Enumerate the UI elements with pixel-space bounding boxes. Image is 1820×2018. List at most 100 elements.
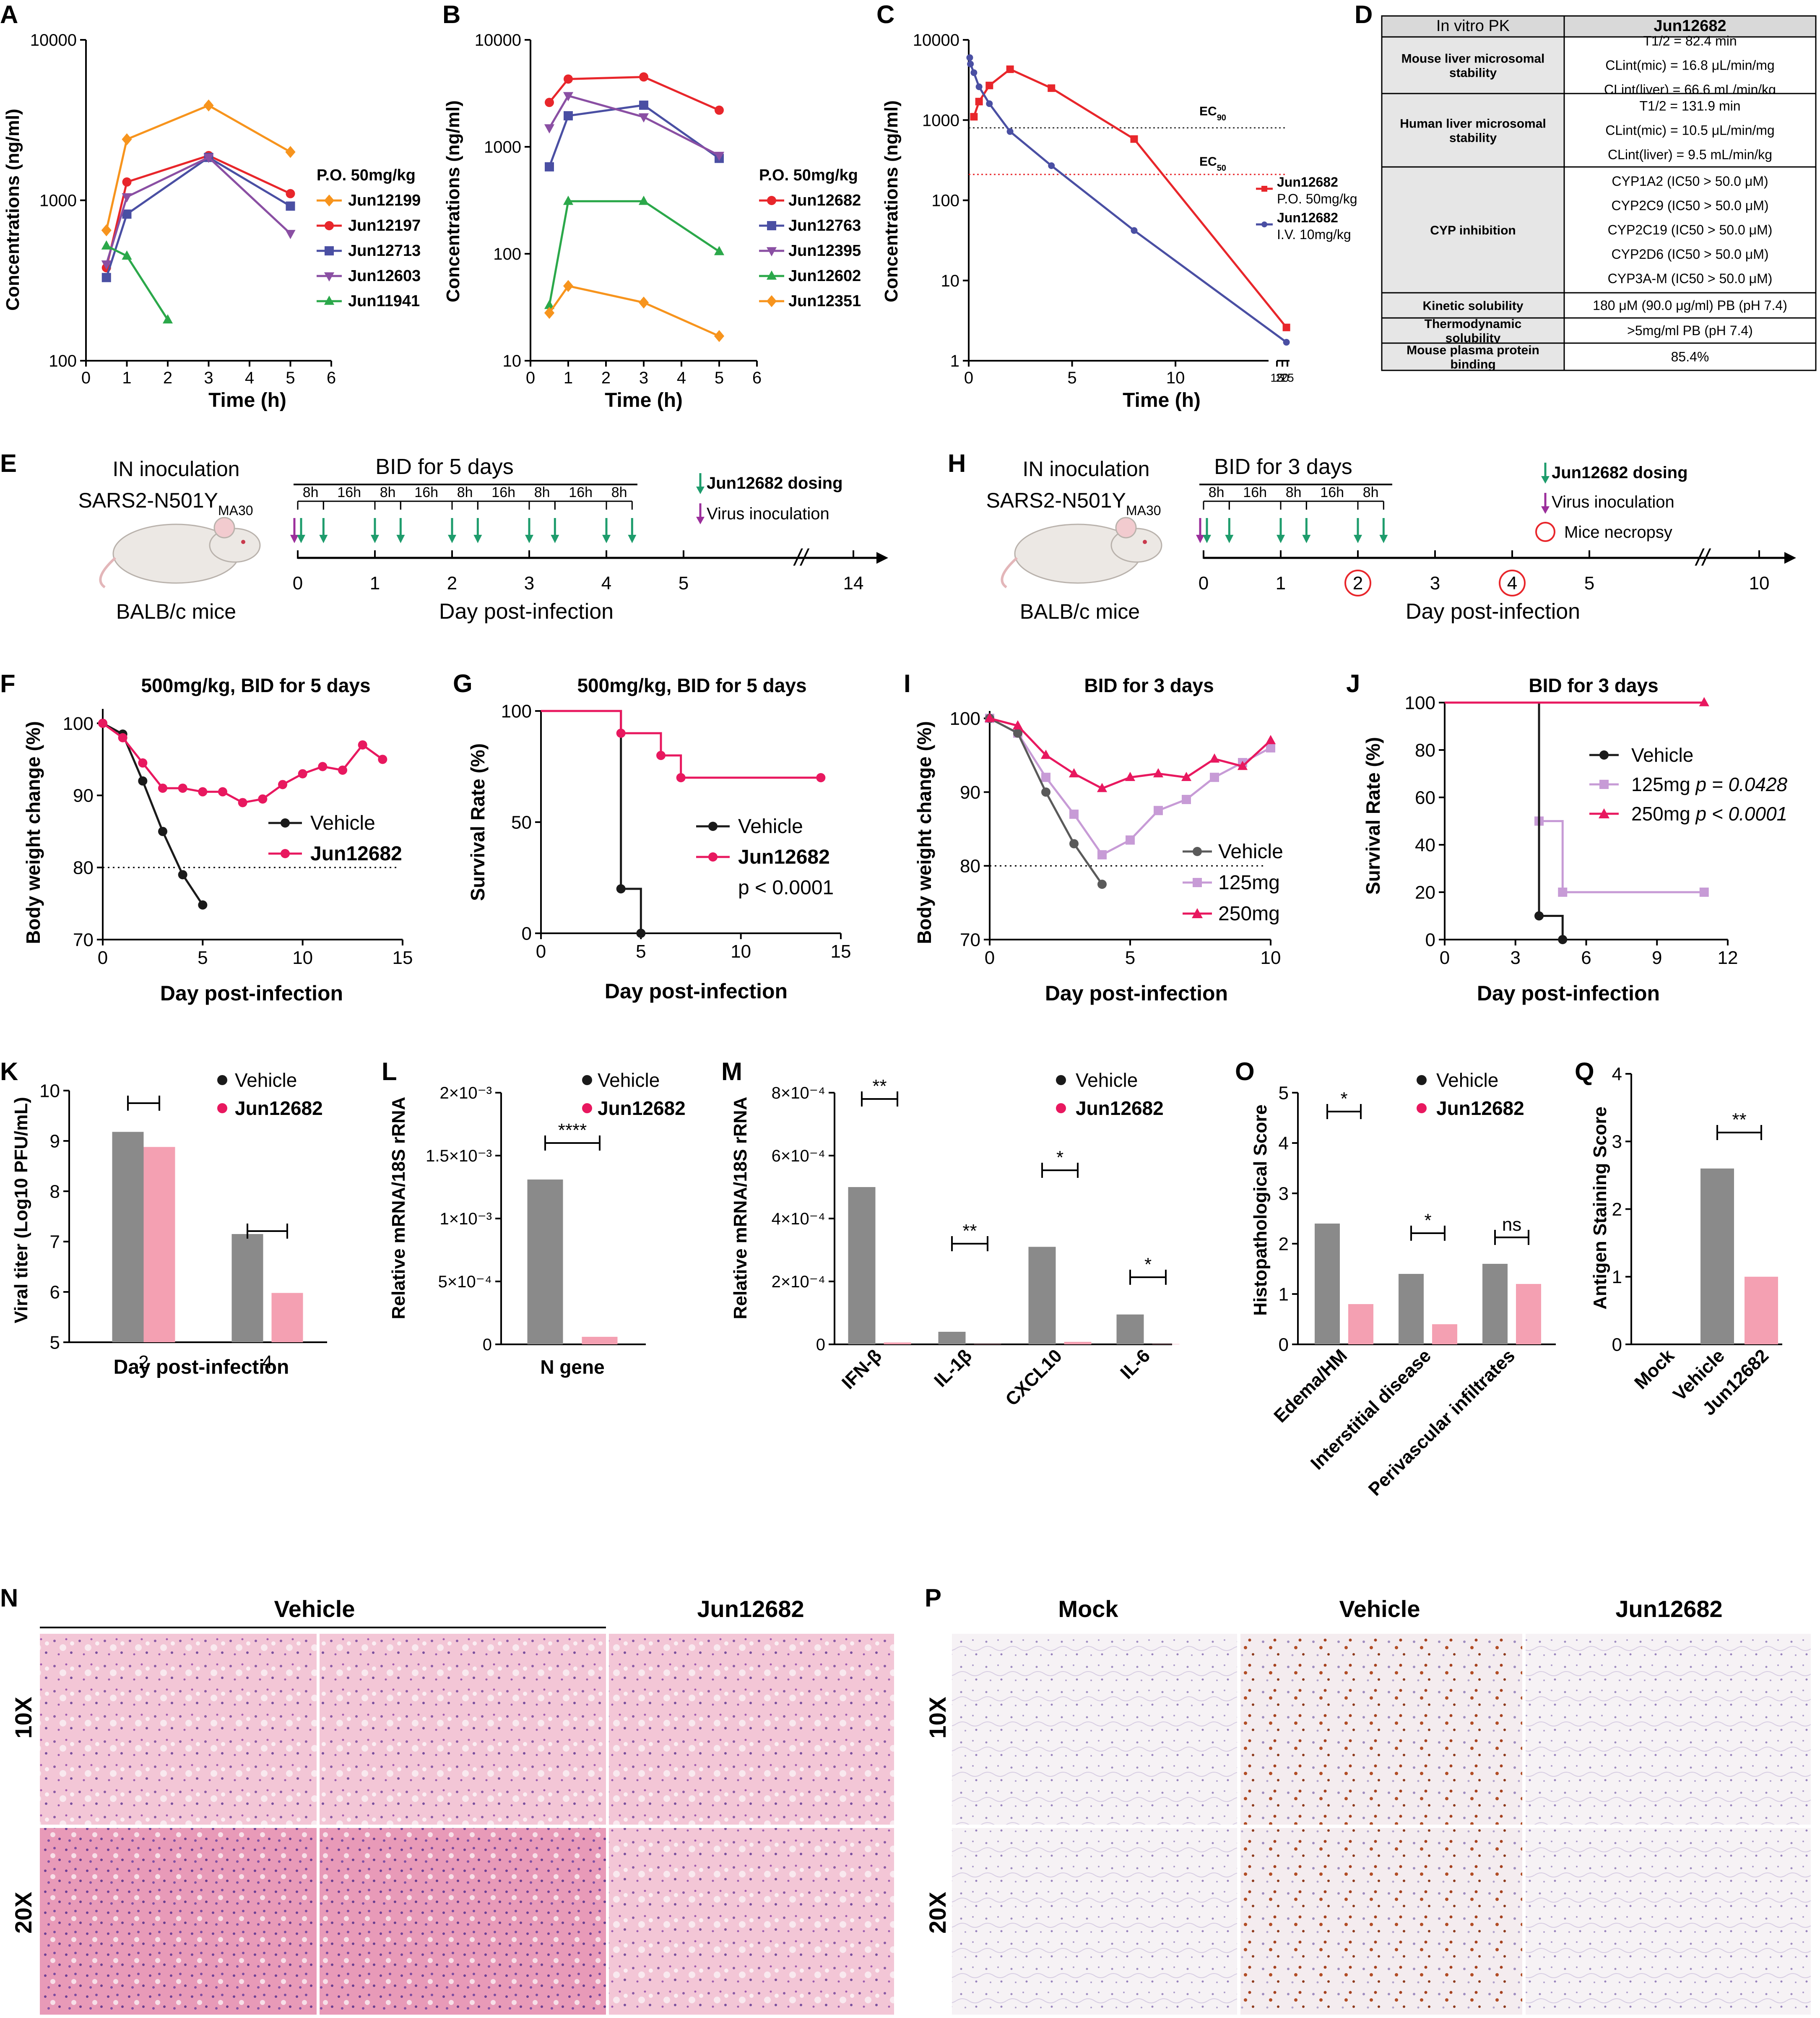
panel-h-day-label: 1 [1276,573,1286,594]
panel-d-row-value: CYP2D6 (IC50 > 50.0 μM) [1611,247,1768,262]
panel-p: Mock Vehicle Jun12682 10X 20X [924,1596,1811,2015]
panel-d-row-value-cell [1563,317,1817,344]
panel-b-y-tick-label: 1000 [484,138,521,156]
panel-c-legend-iv-marker [1261,221,1267,227]
panel-b-legend-marker [766,270,777,280]
panel-a-legend-label: Jun12199 [348,192,421,209]
panel-e-day-label: 3 [524,573,534,594]
panel-b-x-tick-label: 4 [677,369,686,387]
panel-k-legend-jun: Jun12682 [235,1097,323,1119]
panel-i-data-point [984,713,995,722]
panel-m-bar [884,1342,911,1344]
panel-letter-h: H [948,449,966,477]
panel-a-marks [101,99,296,324]
panel-e-interval-label: 8h [611,484,627,500]
panel-e-day-label: 14 [843,573,864,594]
panel-letter-p: P [925,1584,941,1612]
panel-f: 0 5 10 15 100 90 80 70 500mg/kg, BID for 5 days… [22,674,413,1005]
panel-e-day-label: 5 [679,573,689,594]
panel-c-y-tick-label: 10 [941,272,960,290]
panel-h-day-label: 3 [1430,573,1440,594]
panel-e-day-label: 0 [293,573,303,594]
panel-c-y-tick-label: 100 [931,192,959,210]
panel-a-xlabel: Time (h) [208,389,286,411]
panel-c-data-point [1006,128,1014,135]
panel-m-y-tick-label: 0 [816,1336,825,1354]
panel-o-y-tick-label: 1 [1279,1284,1289,1305]
panel-i-data-point [1069,839,1079,849]
panel-f-data-point [178,870,187,880]
panel-j-marks [1445,697,1709,944]
panel-i-data-point [1154,806,1163,815]
panel-j-data-point [1558,888,1568,897]
panel-h-xlabel: Day post-infection [1406,599,1580,624]
panel-d-row-label: Thermodynamic [1425,317,1522,331]
panel-a-data-point [122,177,132,187]
panel-f-title: 500mg/kg, BID for 5 days [141,674,370,696]
panel-f-data-point [298,769,307,779]
panel-m-sig-label: ** [872,1076,887,1096]
panel-a-data-point [203,99,214,112]
panel-d-row-value: CYP3A-M (IC50 > 50.0 μM) [1608,271,1773,286]
panel-b-data-point [638,195,649,205]
panel-p-image-jun-20x [1526,1828,1811,2015]
panel-d-row-value-cell [1563,166,1817,294]
panel-b-xlabel: Time (h) [605,389,683,411]
panel-p-row-10x: 10X [924,1697,951,1739]
panel-i-legend: Vehicle 125mg 250mg [1183,841,1283,925]
panel-j-y-tick-label: 0 [1425,930,1435,950]
panel-c-data-point [1131,227,1138,234]
panel-f-series-line [102,722,204,906]
panel-i-series-line [989,717,1103,885]
panel-f-x-tick-label: 0 [98,948,108,968]
panel-i-data-point [1181,772,1192,781]
panel-e-day-label: 2 [447,573,457,594]
panel-d-row-value: CYP2C19 (IC50 > 50.0 μM) [1608,222,1773,237]
panel-b-data-point [715,105,724,115]
panel-p-image-vehicle-10x [1240,1634,1522,1825]
panel-j-legend-125: 125mg p = 0.0428 [1631,773,1788,795]
panel-h-interval-label: 8h [1363,484,1379,500]
panel-e-legend: Jun12682 dosing Virus inoculation [696,473,843,524]
panel-c-y-tick-label: 1000 [922,111,959,130]
panel-a-x-tick-label: 1 [122,369,131,387]
panel-k-legend: Vehicle Jun12682 [217,1069,323,1119]
panel-letter-l: L [382,1057,397,1086]
panel-b-x-tick-label: 6 [752,369,762,387]
panel-i-data-point [1069,768,1079,778]
panel-p-row-20x: 20X [924,1892,951,1934]
panel-j-legend-vehicle: Vehicle [1631,744,1693,766]
panel-a-y-tick-label: 10000 [30,31,77,49]
panel-a-series-line [106,245,169,320]
panel-b-data-point [544,124,555,134]
panel-i-data-point [1097,783,1108,792]
panel-h-mouse-icon [1001,517,1162,588]
panel-c-x-tick-label: 20 [1276,371,1289,384]
panel-c-data-point [986,100,993,107]
panel-f-data-point [158,784,167,793]
panel-a-data-point [285,146,296,158]
panel-f-data-point [238,798,247,807]
panel-letter-b: B [442,0,460,29]
panel-q-bar [1745,1276,1778,1344]
panel-o-y-tick-label: 5 [1279,1083,1289,1103]
panel-b-y-tick-label: 100 [493,245,521,263]
panel-m-sig-label: * [1056,1147,1063,1168]
panel-k-bar [112,1132,144,1342]
panel-d-row-value: CLint(mic) = 10.5 μL/min/mg [1605,123,1774,138]
panel-o-sig-label: * [1340,1088,1347,1109]
panel-b-legend-marker [766,247,777,257]
panel-j-x-tick-label: 9 [1652,948,1662,968]
panel-d-header-compound: Jun12682 [1654,17,1726,35]
panel-b-legend-marker [767,221,776,230]
panel-a-legend-marker [324,295,335,305]
panel-b-series-line [548,284,720,337]
panel-b-data-point [563,92,574,102]
panel-k-y-tick-label: 9 [50,1131,60,1151]
panel-g-data-point [816,773,826,782]
panel-m-x-tick-label: IL-1β [930,1345,976,1391]
panel-d-row-value: T1/2 = 82.4 min [1643,34,1737,49]
panel-j-y-tick-label: 20 [1415,882,1435,903]
panel-e-dose-arrowhead [525,535,533,543]
panel-j-legend-250: 250mg p < 0.0001 [1631,803,1787,825]
